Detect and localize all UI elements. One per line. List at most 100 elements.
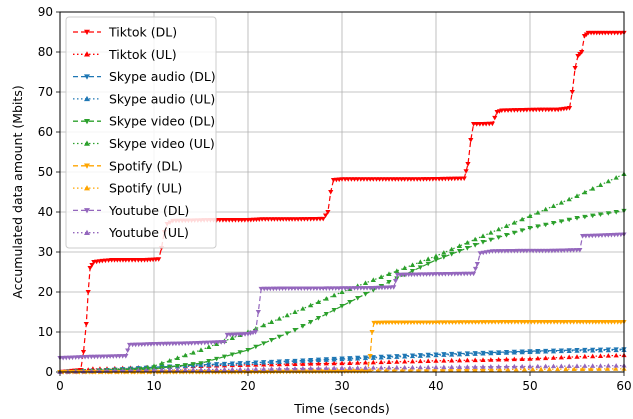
- series-marker: [308, 361, 314, 366]
- series-marker: [347, 356, 353, 361]
- series-marker: [472, 357, 478, 363]
- series-marker: [527, 356, 533, 361]
- series-marker: [417, 259, 423, 264]
- series-marker: [472, 236, 478, 242]
- series-marker: [456, 320, 462, 325]
- series-marker: [567, 320, 574, 325]
- y-tick-label: 0: [45, 365, 53, 379]
- series-marker: [590, 347, 596, 353]
- series-marker: [582, 353, 588, 359]
- series-marker: [315, 365, 322, 371]
- series-marker: [577, 248, 583, 253]
- series-marker: [292, 361, 298, 366]
- series-marker: [391, 285, 397, 290]
- series-marker: [489, 320, 495, 325]
- series-marker: [488, 366, 494, 372]
- series-marker: [589, 233, 595, 239]
- series-marker: [511, 349, 517, 355]
- series-marker: [518, 320, 525, 325]
- series-marker: [190, 350, 196, 355]
- series-marker: [253, 366, 259, 372]
- series-marker: [499, 320, 505, 325]
- legend-item: Spotify (UL): [73, 181, 182, 196]
- series-marker: [182, 363, 188, 368]
- series-marker: [156, 257, 162, 262]
- y-tick-label: 80: [38, 45, 53, 59]
- series-marker: [463, 169, 469, 174]
- series-marker: [496, 364, 502, 369]
- x-tick-label: 10: [146, 379, 161, 393]
- series-marker: [367, 367, 373, 373]
- series-marker: [551, 320, 557, 325]
- series-marker: [535, 355, 541, 361]
- x-tick-label: 60: [616, 379, 631, 393]
- series-marker: [441, 364, 447, 370]
- series-marker: [535, 363, 541, 369]
- series-marker: [509, 320, 515, 325]
- series-marker: [331, 365, 337, 371]
- x-tick-label: 30: [334, 379, 349, 393]
- series-marker: [480, 364, 486, 369]
- series-marker: [511, 220, 517, 225]
- series-marker: [555, 366, 561, 372]
- series-marker: [212, 340, 218, 345]
- legend-item: Tiktok (DL): [73, 25, 177, 40]
- series-marker: [472, 364, 478, 369]
- series-marker: [480, 351, 486, 356]
- series-marker: [123, 354, 129, 359]
- series-marker: [85, 290, 91, 295]
- legend-item: Youtube (UL): [73, 225, 189, 240]
- series-marker: [502, 320, 508, 325]
- series-marker: [347, 360, 353, 365]
- series-marker: [355, 296, 361, 301]
- series-marker: [566, 363, 572, 369]
- series-marker: [496, 366, 503, 372]
- series-marker: [515, 320, 521, 325]
- series-marker: [449, 352, 455, 357]
- series-marker: [488, 230, 494, 235]
- series-marker: [308, 357, 314, 363]
- series-marker: [464, 240, 470, 245]
- series-marker: [284, 361, 290, 367]
- series-marker: [613, 175, 619, 180]
- series-marker: [569, 90, 575, 95]
- series-marker: [505, 366, 511, 372]
- series-marker: [292, 366, 298, 371]
- series-marker: [367, 354, 373, 359]
- series-marker: [182, 367, 188, 372]
- series-marker: [449, 252, 455, 257]
- series-marker: [464, 246, 470, 251]
- series-marker: [292, 309, 298, 314]
- series-marker: [214, 361, 220, 367]
- series-marker: [425, 358, 431, 363]
- series-marker: [535, 349, 541, 354]
- series-marker: [328, 190, 334, 195]
- series-marker: [323, 357, 329, 362]
- series-marker: [519, 228, 525, 233]
- series-marker: [402, 364, 408, 370]
- series-marker: [417, 353, 423, 358]
- series-marker: [464, 364, 470, 369]
- series-marker: [362, 360, 369, 365]
- series-marker: [566, 348, 572, 353]
- series-marker: [588, 366, 594, 371]
- series-marker: [370, 288, 376, 293]
- legend-marker: [84, 29, 90, 35]
- series-marker: [441, 358, 447, 363]
- series-marker: [433, 364, 439, 370]
- series-marker: [597, 182, 604, 187]
- series-marker: [489, 121, 495, 127]
- series-marker: [583, 233, 589, 239]
- series-marker: [468, 138, 474, 143]
- series-marker: [237, 366, 243, 372]
- series-marker: [122, 369, 128, 374]
- series-marker: [229, 352, 235, 357]
- series-marker: [268, 366, 275, 371]
- series-marker: [347, 300, 353, 305]
- series-marker: [472, 266, 479, 272]
- series-marker: [527, 226, 533, 231]
- series-marker: [237, 360, 243, 366]
- series-marker: [496, 226, 502, 232]
- series-marker: [521, 366, 528, 372]
- series-marker: [519, 349, 525, 355]
